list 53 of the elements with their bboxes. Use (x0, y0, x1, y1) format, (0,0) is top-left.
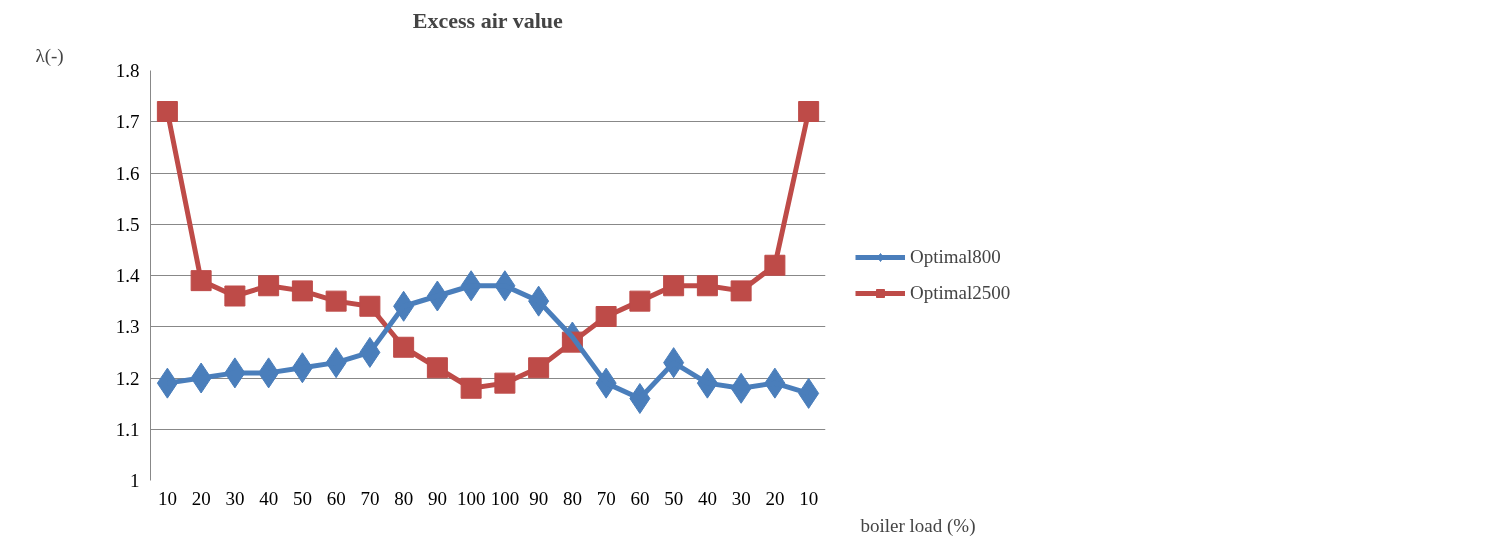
point (258, 275, 280, 297)
x-tick-label: 50 (292, 487, 312, 509)
x-tick-label: 90 (529, 487, 549, 509)
y-tick-label: 1.3 (115, 316, 140, 338)
y-tick-label: 1.8 (115, 60, 140, 81)
point (359, 295, 381, 317)
point (629, 290, 651, 312)
point (730, 280, 752, 302)
point (190, 270, 212, 292)
x-tick-label: 100 (456, 487, 486, 509)
x-tick-label: 80 (394, 487, 414, 509)
point (764, 254, 786, 276)
legend-label: Optimal2500 (910, 282, 1011, 304)
x-tick-label: 100 (490, 487, 520, 509)
point (528, 357, 550, 379)
x-tick-label: 20 (191, 487, 211, 509)
chart-title: Excess air value (412, 7, 563, 33)
y-tick-label: 1 (130, 470, 140, 491)
legend-label: Optimal800 (910, 246, 1001, 268)
y-tick-label: 1.6 (115, 162, 140, 184)
x-tick-label: 20 (765, 487, 785, 509)
y-axis-title: λ(-) (35, 44, 64, 67)
point (156, 101, 178, 122)
point (393, 336, 415, 358)
y-tick-label: 1.7 (115, 111, 140, 133)
x-tick-label: 60 (326, 487, 346, 509)
x-tick-label: 90 (427, 487, 447, 509)
point (426, 357, 448, 379)
x-tick-label: 40 (259, 487, 279, 509)
x-tick-label: 80 (562, 487, 582, 509)
y-tick-label: 1.4 (115, 265, 140, 286)
point (663, 275, 685, 297)
point (494, 372, 516, 394)
x-tick-label: 50 (664, 487, 684, 509)
y-tick-label: 1.2 (115, 367, 140, 389)
point (291, 280, 313, 302)
x-axis-title: boiler load (%) (860, 514, 976, 537)
point (325, 290, 347, 312)
x-tick-label: 30 (225, 487, 245, 509)
x-tick-label: 40 (697, 487, 717, 509)
x-tick-label: 60 (630, 487, 650, 509)
point (460, 377, 482, 399)
point (798, 101, 820, 122)
x-tick-label: 10 (799, 487, 819, 509)
y-tick-label: 1.1 (115, 418, 140, 440)
point (696, 275, 718, 297)
x-tick-label: 30 (731, 487, 751, 509)
point (595, 306, 617, 327)
x-tick-label: 70 (596, 487, 616, 509)
x-tick-label: 70 (360, 487, 380, 509)
point (224, 285, 246, 307)
y-tick-label: 1.5 (115, 213, 140, 235)
x-tick-label: 10 (157, 487, 177, 509)
